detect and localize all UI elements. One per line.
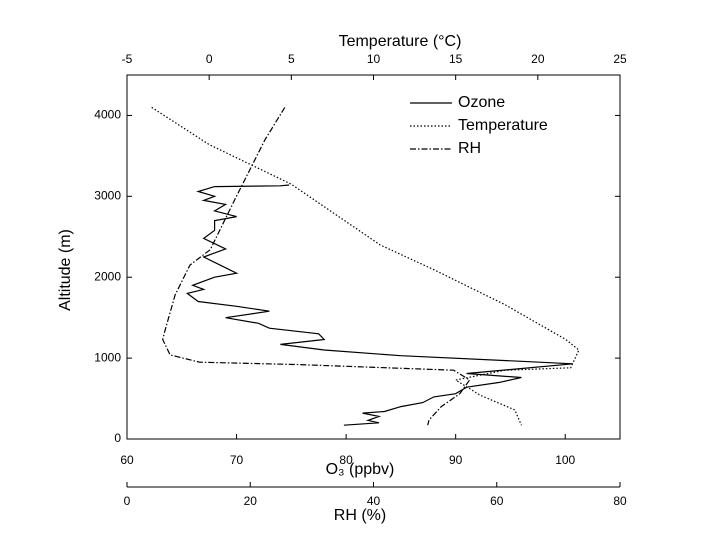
x2-tick-label: 20	[531, 52, 545, 66]
top-axis-title: Temperature (°C)	[339, 33, 462, 50]
series-line	[162, 107, 471, 426]
legend-label: Temperature	[458, 117, 548, 134]
x2-tick-label: -5	[122, 52, 133, 66]
x-tick-label: 100	[555, 453, 575, 467]
x3-tick-label: 40	[367, 494, 381, 508]
x2-tick-label: 5	[288, 52, 295, 66]
bottom-axis-title: O₃ (ppbv)	[326, 461, 395, 478]
x-tick-label: 80	[339, 453, 353, 467]
x2-tick-label: 25	[613, 52, 627, 66]
y-tick-label: 1000	[94, 350, 121, 364]
y-tick-label: 3000	[94, 189, 121, 203]
y-axis-title: Altitude (m)	[57, 229, 74, 311]
y-tick-label: 0	[114, 431, 121, 445]
x3-tick-label: 80	[613, 494, 627, 508]
legend-label: RH	[458, 140, 481, 157]
legend-label: Ozone	[458, 94, 505, 111]
y-tick-label: 4000	[94, 108, 121, 122]
rh-axis-title: RH (%)	[334, 507, 386, 524]
x-tick-label: 60	[120, 453, 134, 467]
x2-tick-label: 15	[449, 52, 463, 66]
x2-tick-label: 10	[367, 52, 381, 66]
series-line	[185, 184, 573, 426]
x3-tick-label: 60	[490, 494, 504, 508]
x2-tick-label: 0	[206, 52, 213, 66]
x-tick-label: 70	[230, 453, 244, 467]
x3-tick-label: 0	[124, 494, 131, 508]
x-tick-label: 90	[449, 453, 463, 467]
x3-tick-label: 20	[244, 494, 258, 508]
series-line	[151, 106, 580, 426]
y-tick-label: 2000	[94, 269, 121, 283]
